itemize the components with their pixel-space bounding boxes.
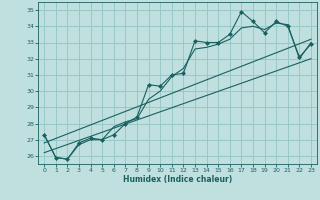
- X-axis label: Humidex (Indice chaleur): Humidex (Indice chaleur): [123, 175, 232, 184]
